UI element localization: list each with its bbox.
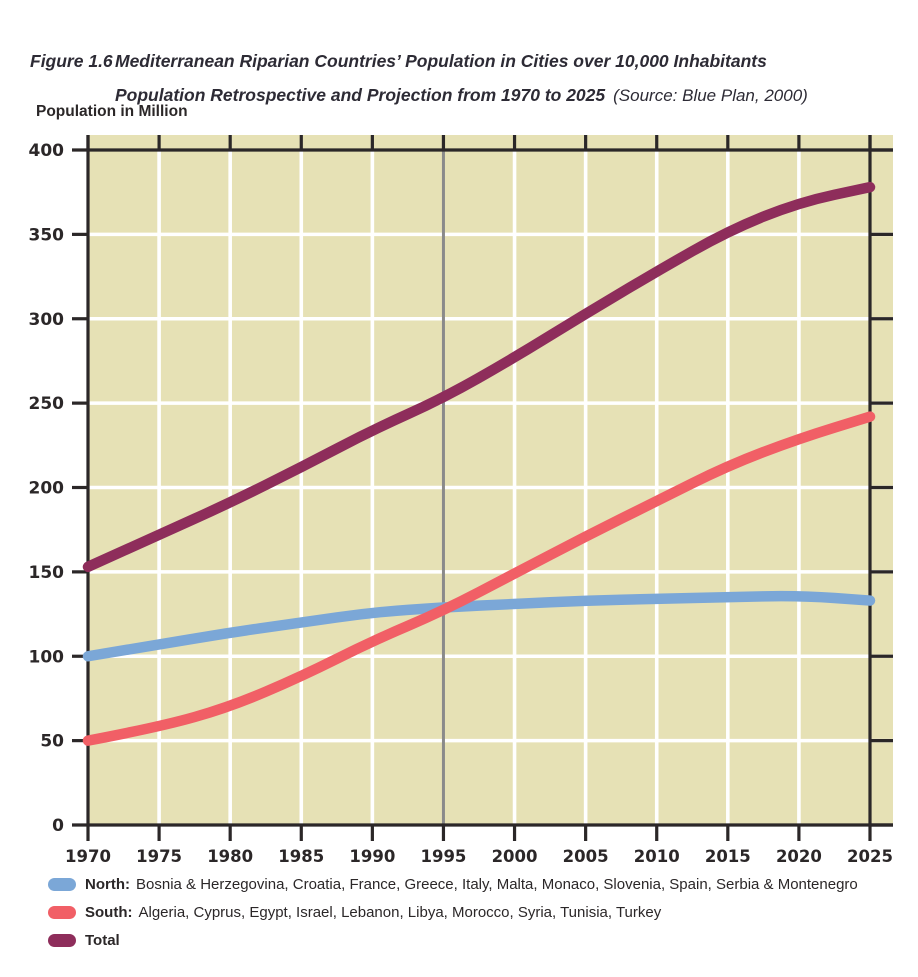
legend-swatch-south	[48, 906, 76, 919]
legend-label-total: Total	[85, 932, 120, 949]
legend-item-north: North: Bosnia & Herzegovina, Croatia, Fr…	[48, 876, 858, 893]
series-line-south	[82, 411, 876, 746]
figure-title: Figure 1.6 Mediterranean Riparian Countri…	[30, 44, 808, 113]
x-tick-label: 2015	[705, 847, 751, 866]
x-tick-label: 1985	[278, 847, 324, 866]
x-tick-label: 2025	[847, 847, 893, 866]
x-tick-label: 2020	[776, 847, 822, 866]
legend-countries-south: Algeria, Cyprus, Egypt, Israel, Lebanon,…	[138, 904, 662, 921]
y-tick-label: 0	[52, 816, 64, 836]
y-tick-label: 200	[29, 479, 65, 499]
figure-title-line1: Figure 1.6 Mediterranean Riparian Countri…	[30, 44, 808, 78]
x-tick-label: 2010	[634, 847, 680, 866]
x-tick-label: 1980	[207, 847, 253, 866]
legend-label-south: South:	[85, 904, 133, 921]
legend-countries-north: Bosnia & Herzegovina, Croatia, France, G…	[136, 876, 858, 893]
series-line-north	[82, 590, 876, 662]
figure-source: (Source: Blue Plan, 2000)	[613, 86, 808, 105]
figure-title-line2: Population Retrospective and Projection …	[30, 78, 808, 113]
series-line-total	[82, 181, 876, 573]
legend-item-total: Total	[48, 932, 126, 949]
figure-subtitle-text: Population Retrospective and Projection …	[115, 85, 606, 105]
y-tick-label: 350	[29, 225, 65, 245]
x-tick-label: 1975	[136, 847, 182, 866]
y-tick-label: 250	[29, 394, 65, 414]
y-tick-label: 400	[29, 141, 65, 161]
legend-label-north: North:	[85, 876, 130, 893]
x-tick-label: 1995	[420, 847, 466, 866]
x-tick-label: 2000	[492, 847, 538, 866]
figure-title-text: Mediterranean Riparian Countries’ Popula…	[115, 51, 767, 71]
legend-swatch-total	[48, 934, 76, 947]
legend-item-south: South: Algeria, Cyprus, Egypt, Israel, L…	[48, 904, 661, 921]
y-tick-label: 50	[40, 732, 64, 752]
x-tick-label: 2005	[563, 847, 609, 866]
y-axis-title: Population in Million	[36, 103, 188, 120]
legend-swatch-north	[48, 878, 76, 891]
figure-number: Figure 1.6	[30, 51, 113, 71]
plot-area	[88, 135, 893, 825]
x-tick-label: 1970	[65, 847, 111, 866]
y-tick-label: 150	[29, 563, 65, 583]
x-tick-label: 1990	[349, 847, 395, 866]
y-tick-label: 100	[29, 647, 65, 667]
y-tick-label: 300	[29, 310, 65, 330]
population-line-chart: 0 50 100 150 200 250 300 350 400 1970 1975 1980 1985…	[29, 135, 893, 866]
